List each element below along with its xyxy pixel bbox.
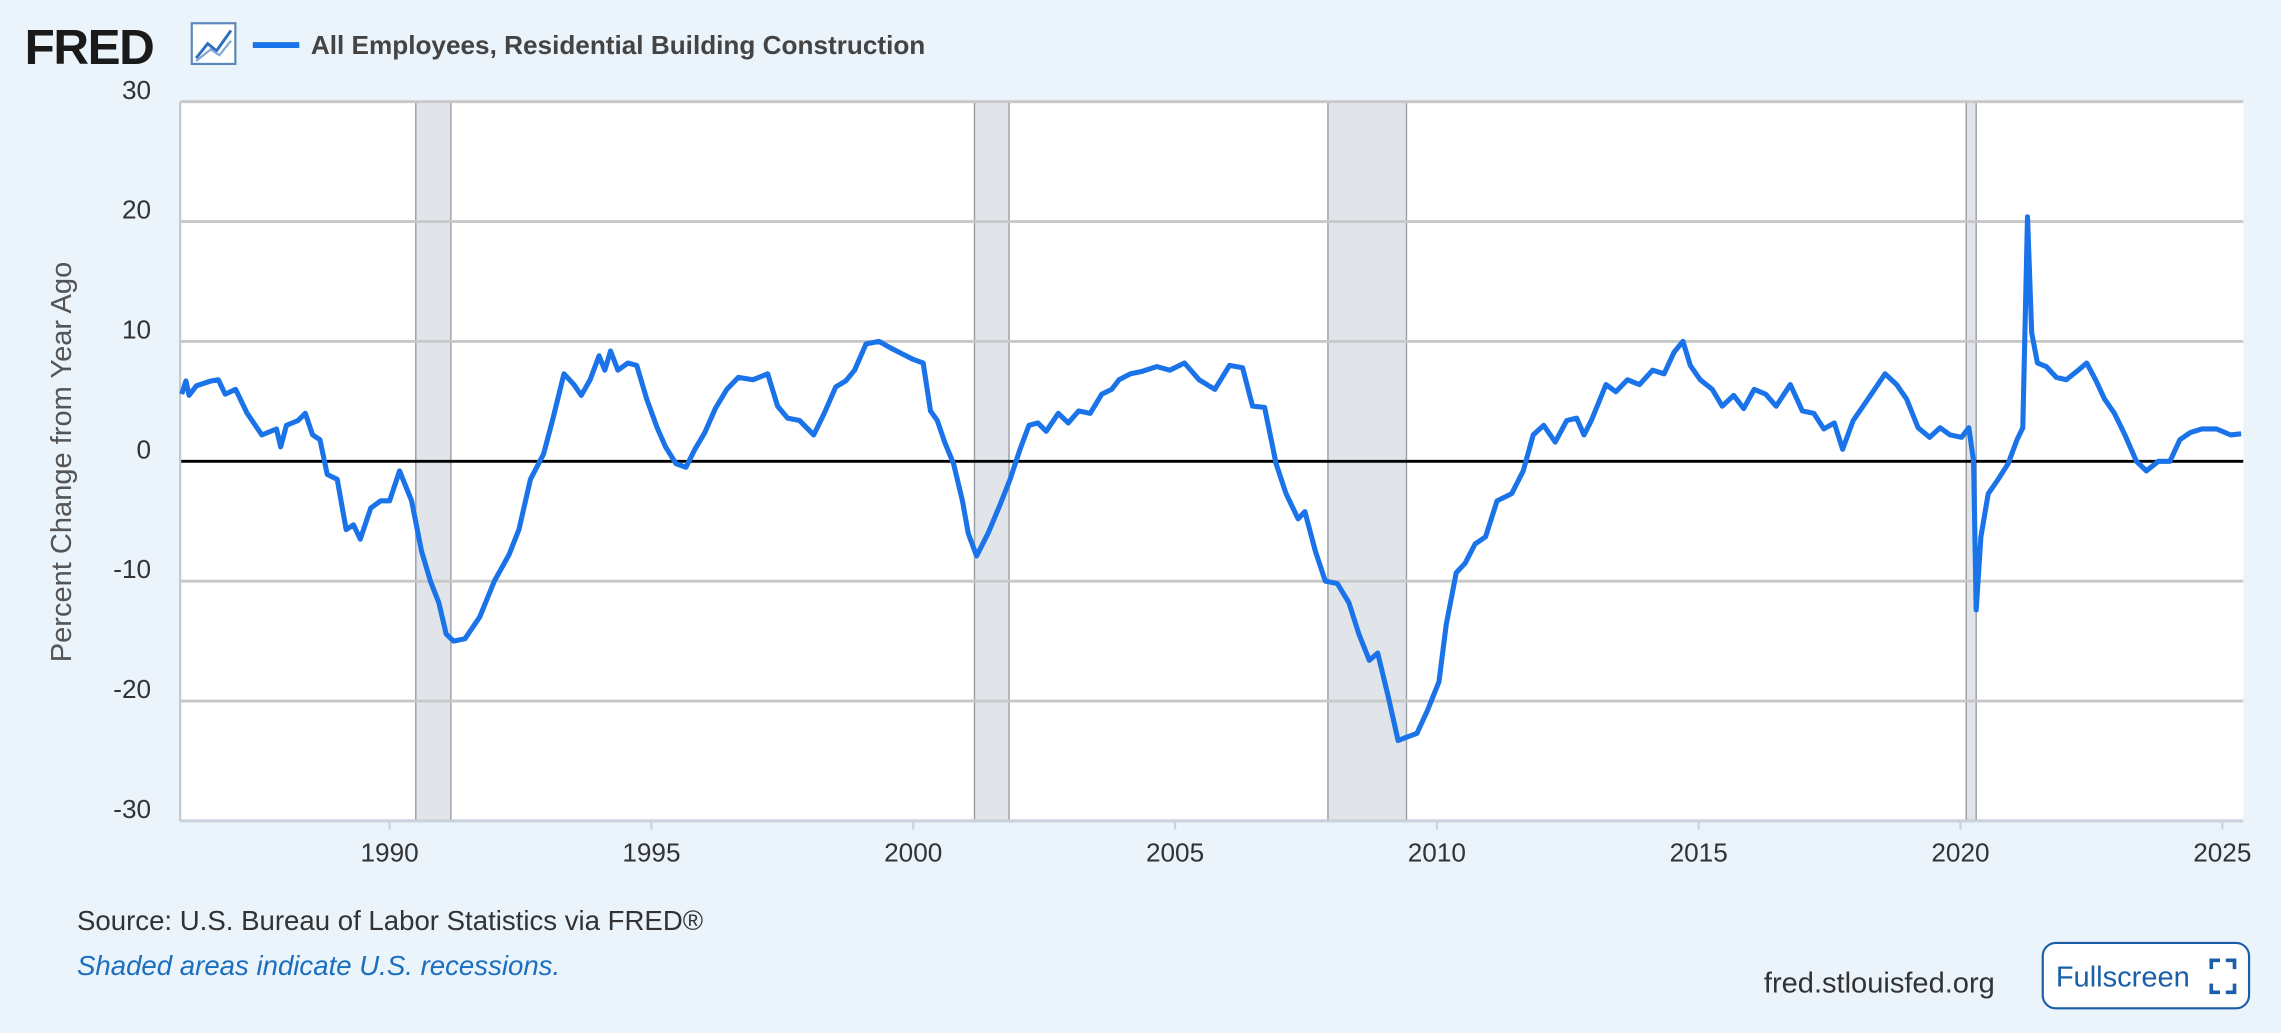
fullscreen-label[interactable]: Fullscreen: [2056, 962, 2190, 994]
y-tick-label: 30: [122, 75, 151, 105]
y-tick-label: 10: [122, 315, 151, 345]
x-tick-label: 2005: [1146, 838, 1204, 868]
x-tick-label: 2020: [1931, 838, 1989, 868]
fullscreen-button[interactable]: Fullscreen: [2041, 941, 2251, 1010]
note[interactable]: Shaded areas indicate U.S. recessions.: [77, 950, 560, 981]
x-tick-label: 2015: [1670, 838, 1728, 868]
logo: FRED: [25, 20, 154, 75]
x-tick-label: 2000: [884, 838, 942, 868]
x-tick-label: 2010: [1408, 838, 1466, 868]
x-tick-label: 1990: [361, 838, 419, 868]
y-tick-label: 20: [122, 195, 151, 225]
lines: [179, 214, 2242, 744]
legend-label: All Employees, Residential Building Cons…: [311, 30, 925, 60]
x-tick-label: 1995: [622, 838, 680, 868]
y-tick-label: -30: [113, 794, 151, 824]
series-line: [179, 214, 2242, 744]
x-tick-label: 2025: [2193, 838, 2251, 868]
y-tick-label: -10: [113, 554, 151, 584]
y-tick-label: 0: [137, 434, 152, 464]
logo-icon: [190, 22, 237, 66]
tick-labels: -30 -20 -10 0 10 20 30 1990 1995 2000 2005 2010 2015…: [113, 75, 2251, 868]
y-axis-label: Percent Change from Year Ago: [46, 262, 78, 662]
source: Source: U.S. Bureau of Labor Statistics …: [77, 905, 703, 936]
site: fred.stlouisfed.org: [1764, 967, 1995, 999]
y-tick-label: -20: [113, 674, 151, 704]
grid: [179, 100, 2244, 830]
